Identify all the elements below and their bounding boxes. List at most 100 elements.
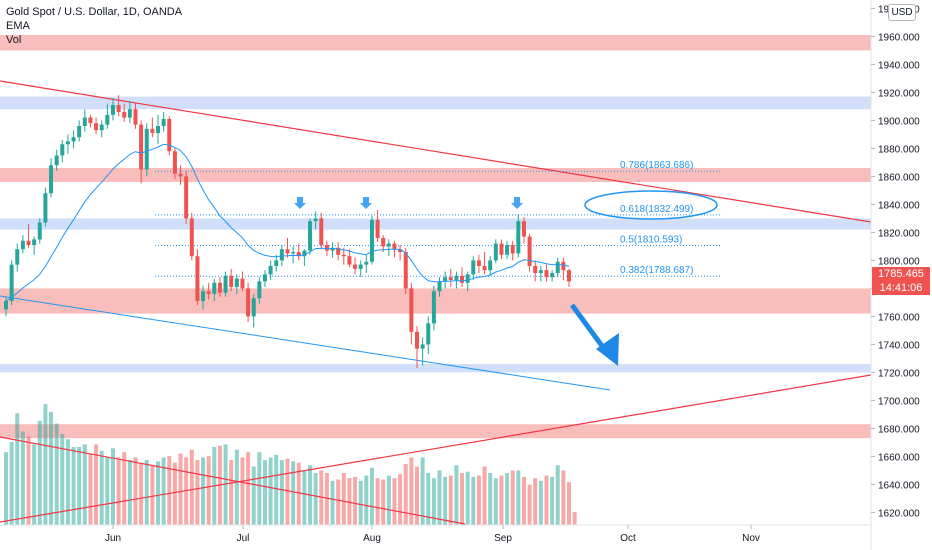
candle xyxy=(150,117,155,138)
candle-body xyxy=(516,221,521,254)
y-tick-label: 1960.000 xyxy=(878,32,920,43)
candle-body xyxy=(139,124,144,170)
candle xyxy=(94,117,99,135)
volume-bar xyxy=(448,475,453,525)
candle xyxy=(195,249,200,306)
candle-body xyxy=(15,249,20,265)
candle-body xyxy=(533,266,538,273)
candle-body xyxy=(488,260,493,271)
candle-body xyxy=(37,222,42,240)
volume-bar xyxy=(550,476,555,525)
ema-legend-label[interactable]: EMA xyxy=(6,20,30,32)
candle-body xyxy=(353,264,358,269)
lower-channel-line[interactable] xyxy=(0,295,611,391)
candle xyxy=(32,236,37,255)
candle xyxy=(375,210,380,243)
candle xyxy=(313,211,318,230)
candle xyxy=(127,100,132,124)
candle xyxy=(341,247,346,265)
volume-bar xyxy=(454,465,459,525)
candle xyxy=(550,270,555,282)
volume-bar xyxy=(324,473,329,525)
candle-body xyxy=(268,266,273,275)
volume-bar xyxy=(291,461,296,525)
y-tick-label: 1840.000 xyxy=(878,200,920,211)
candle xyxy=(82,109,87,132)
annotations xyxy=(294,190,718,366)
candle-body xyxy=(460,275,465,283)
candle-body xyxy=(127,109,132,118)
candle xyxy=(482,252,487,275)
volume-bar xyxy=(189,449,194,525)
volume-bar xyxy=(167,456,172,525)
volume-bar xyxy=(403,463,408,525)
candle-body xyxy=(465,274,470,283)
volume-bar xyxy=(4,452,8,525)
candle-body xyxy=(71,137,76,142)
rising-trendline[interactable] xyxy=(0,374,872,523)
y-tick-label: 1800.000 xyxy=(878,256,920,267)
candle-body xyxy=(223,275,228,293)
candle xyxy=(285,238,290,258)
resistance-zone-6 xyxy=(0,424,871,439)
last-price-tag: 1785.465 14:41:06 xyxy=(872,267,930,295)
candle xyxy=(493,239,498,264)
candle-body xyxy=(437,281,442,292)
volume-bar xyxy=(139,463,144,525)
candle-body xyxy=(386,243,391,247)
candle xyxy=(139,120,144,184)
candle-body xyxy=(505,245,510,255)
candle-body xyxy=(144,128,149,170)
volume-bar xyxy=(330,480,335,525)
candle-body xyxy=(116,105,121,112)
candle-body xyxy=(567,270,571,282)
forecast-arrow xyxy=(569,303,619,366)
candle-body xyxy=(161,119,166,126)
volume-bar xyxy=(476,475,481,525)
candle xyxy=(156,114,161,145)
volume-bar xyxy=(15,413,20,525)
candle xyxy=(353,257,358,275)
volume-bar xyxy=(49,411,54,525)
fib-label: 0.382(1788.687) xyxy=(620,265,693,276)
x-tick-label: Aug xyxy=(363,533,381,544)
volume-bar xyxy=(555,465,560,525)
y-tick-label: 1660.000 xyxy=(878,452,920,463)
candle xyxy=(43,187,48,227)
candle xyxy=(505,240,510,259)
fib-highlight-ellipse[interactable] xyxy=(584,190,718,220)
candle xyxy=(274,254,279,272)
volume-bar xyxy=(341,473,346,525)
candle-body xyxy=(88,117,93,124)
volume-bar xyxy=(398,474,403,525)
y-tick-label: 1760.000 xyxy=(878,312,920,323)
volume-bar xyxy=(493,478,498,525)
x-tick-label: Jul xyxy=(237,533,250,544)
candle xyxy=(206,282,211,300)
candle-body xyxy=(122,112,127,118)
candle-body xyxy=(156,126,161,133)
fib-label: 0.618(1832.499) xyxy=(620,204,693,215)
volume-bar xyxy=(32,444,37,525)
candle-body xyxy=(527,236,532,266)
volume-trendline[interactable] xyxy=(0,436,466,525)
volume-bar xyxy=(437,470,442,525)
candle-body xyxy=(375,219,380,238)
candle xyxy=(443,271,448,289)
volume-bar xyxy=(88,453,93,525)
candle xyxy=(488,256,493,276)
candle-body xyxy=(285,249,290,254)
volume-bar xyxy=(414,466,419,525)
volume-bar xyxy=(358,480,363,525)
vol-legend-label[interactable]: Vol xyxy=(6,34,22,46)
candle-body xyxy=(184,176,189,219)
upper-trendline[interactable] xyxy=(0,80,872,223)
candle xyxy=(431,285,436,331)
volume-bar xyxy=(110,448,115,525)
candle xyxy=(510,240,515,261)
volume-bar xyxy=(516,470,521,525)
candle-body xyxy=(454,275,459,280)
currency-button[interactable]: USD xyxy=(888,4,916,21)
volume-bar xyxy=(465,471,470,525)
